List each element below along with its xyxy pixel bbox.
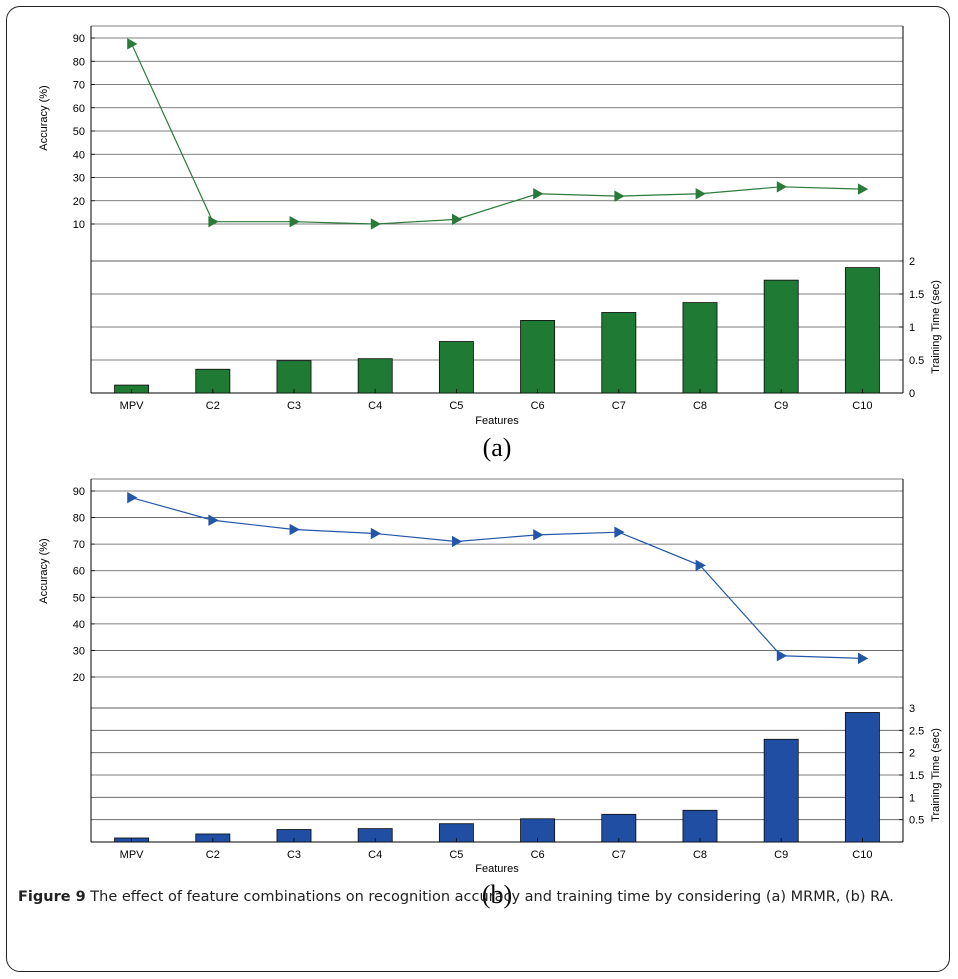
x-tick-label: MPV <box>120 400 145 412</box>
x-tick-label: C5 <box>449 400 463 412</box>
time-tick-label: 2.5 <box>909 725 924 737</box>
caption-label: Figure 9 <box>18 889 86 905</box>
time-tick-label: 2 <box>909 256 915 268</box>
x-tick-label: C3 <box>287 400 301 412</box>
accuracy-point <box>695 188 706 200</box>
time-axis-label: Training Time (sec) <box>930 728 942 822</box>
time-tick-label: 3 <box>909 703 915 715</box>
accuracy-point <box>451 213 463 226</box>
accuracy-tick-label: 90 <box>73 33 85 45</box>
time-tick-label: 0 <box>909 388 915 400</box>
accuracy-tick-label: 60 <box>73 566 85 578</box>
accuracy-point <box>614 526 625 538</box>
accuracy-point <box>208 215 219 228</box>
time-bar <box>601 312 637 394</box>
time-bar <box>276 360 312 394</box>
panel-label: (a) <box>483 433 512 462</box>
accuracy-tick-label: 10 <box>73 219 85 231</box>
x-tick-label: C8 <box>693 849 707 861</box>
accuracy-point <box>289 523 300 536</box>
time-bar <box>682 302 718 394</box>
accuracy-tick-label: 30 <box>73 645 85 657</box>
time-bar <box>438 341 474 394</box>
time-tick-label: 1.5 <box>909 289 924 301</box>
accuracy-point <box>451 535 463 548</box>
accuracy-point <box>127 491 138 504</box>
x-tick-label: C4 <box>368 400 382 412</box>
accuracy-point <box>858 183 869 195</box>
x-tick-label: C8 <box>693 400 707 412</box>
x-axis-label: Features <box>475 415 519 427</box>
accuracy-point <box>289 215 300 228</box>
accuracy-point <box>858 652 869 665</box>
figure-caption: Figure 9 The effect of feature combinati… <box>18 887 918 907</box>
accuracy-point <box>533 529 544 541</box>
time-axis-label: Training Time (sec) <box>930 280 942 374</box>
accuracy-line <box>131 497 863 659</box>
accuracy-tick-label: 70 <box>73 80 85 92</box>
accuracy-point <box>127 38 138 50</box>
accuracy-tick-label: 30 <box>73 173 85 185</box>
accuracy-point <box>370 218 382 230</box>
x-tick-label: C3 <box>287 849 301 861</box>
time-bar <box>520 319 556 394</box>
accuracy-point <box>208 514 219 526</box>
chart-panel-a: 10 20 30 40 50 60 70 80 90 0 0.5 1 1.5 2 MPV C2 C3 C4 C5 C6… <box>38 25 942 462</box>
x-tick-label: C10 <box>852 849 872 861</box>
time-bar <box>844 267 880 394</box>
x-tick-label: C2 <box>206 849 220 861</box>
time-tick-label: 2 <box>909 748 915 760</box>
x-tick-label: C2 <box>206 400 220 412</box>
accuracy-tick-label: 20 <box>73 672 85 684</box>
time-bar <box>763 279 799 394</box>
accuracy-tick-label: 90 <box>73 486 85 498</box>
accuracy-point <box>370 527 382 540</box>
accuracy-line <box>131 43 863 225</box>
time-bar <box>844 712 880 843</box>
accuracy-tick-label: 70 <box>73 539 85 551</box>
time-bar <box>357 358 393 394</box>
time-bar <box>763 738 799 843</box>
time-tick-label: 1 <box>909 792 915 804</box>
x-tick-label: C6 <box>531 849 545 861</box>
x-tick-label: C9 <box>774 400 788 412</box>
x-tick-label: C9 <box>774 849 788 861</box>
time-bar <box>682 809 718 843</box>
x-tick-label: MPV <box>120 849 145 861</box>
x-axis-label: Features <box>475 863 519 875</box>
panel-label: (b) <box>482 880 512 909</box>
time-tick-label: 0.5 <box>909 815 924 827</box>
accuracy-tick-label: 50 <box>73 126 85 138</box>
x-tick-label: C5 <box>449 849 463 861</box>
x-tick-label: C4 <box>368 849 382 861</box>
accuracy-axis-label: Accuracy (%) <box>38 85 50 150</box>
accuracy-point <box>695 559 706 572</box>
x-tick-label: C6 <box>531 400 545 412</box>
accuracy-tick-label: 60 <box>73 103 85 115</box>
time-tick-label: 1.5 <box>909 770 924 782</box>
accuracy-point <box>776 181 788 193</box>
accuracy-tick-label: 40 <box>73 619 85 631</box>
accuracy-tick-label: 80 <box>73 56 85 68</box>
accuracy-tick-label: 20 <box>73 196 85 208</box>
accuracy-tick-label: 40 <box>73 149 85 161</box>
time-tick-label: 1 <box>909 322 915 334</box>
x-tick-label: C7 <box>612 849 626 861</box>
time-bar <box>601 813 637 843</box>
accuracy-point <box>614 190 625 202</box>
chart-panel-b: 20 30 40 50 60 70 80 90 0.5 1 1.5 2 2.5 3 MPV C2 C3 C4 C5 C… <box>38 478 942 909</box>
accuracy-axis-label: Accuracy (%) <box>38 538 50 603</box>
x-tick-label: C7 <box>612 400 626 412</box>
accuracy-point <box>533 188 544 200</box>
accuracy-tick-label: 80 <box>73 513 85 525</box>
caption-text: The effect of feature combinations on re… <box>85 889 894 905</box>
accuracy-tick-label: 50 <box>73 592 85 604</box>
accuracy-point <box>776 650 788 662</box>
time-tick-label: 0.5 <box>909 355 924 367</box>
x-tick-label: C10 <box>852 400 872 412</box>
